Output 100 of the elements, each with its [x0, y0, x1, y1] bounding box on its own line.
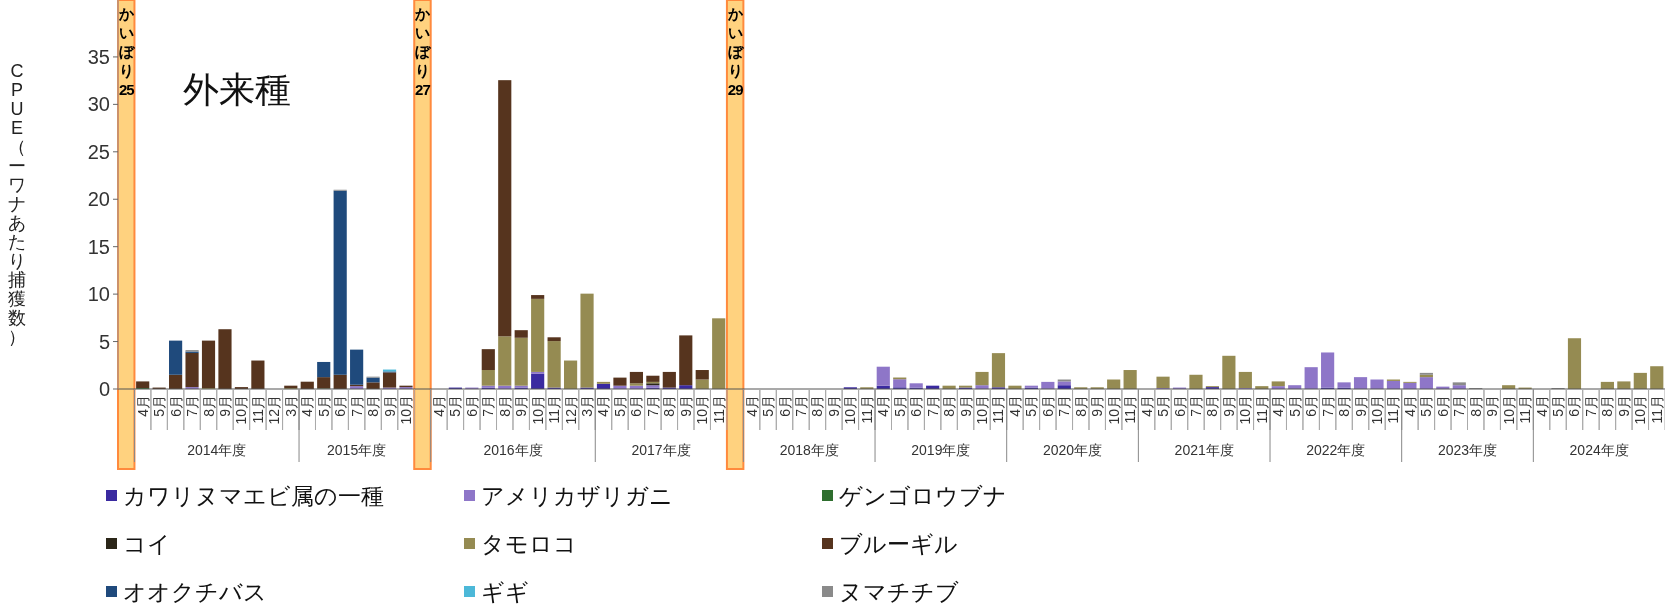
x-tick-label: 8月: [1204, 395, 1221, 417]
x-tick-label: 8月: [1336, 395, 1353, 417]
text: 2016年度: [483, 442, 543, 458]
x-tick-label: 9月: [216, 395, 233, 417]
x-tick-label: 5月: [1286, 395, 1303, 417]
x-tick-label: 11月: [249, 395, 266, 424]
x-tick-label: 8月: [496, 395, 513, 417]
x-tick-label: 9月: [513, 395, 530, 417]
x-tick-label: 7月: [792, 395, 809, 417]
x-tick-label: 8月: [200, 395, 217, 417]
legend-label: オオクチバス: [123, 579, 267, 605]
x-tick-label: 9月: [1352, 395, 1369, 417]
text: 2023年度: [1437, 442, 1498, 458]
legend-label: カワリヌマエビ属の一種: [123, 483, 384, 509]
x-tick-label: 9月: [677, 395, 694, 417]
x-tick-label: かいぼり25: [118, 4, 135, 99]
x-tick-label: 8月: [661, 395, 678, 417]
x-tick-label: 6月: [1303, 395, 1320, 417]
legend-label: ヌマチチブ: [839, 579, 959, 605]
y-tick-label: 25: [87, 140, 110, 163]
x-tick-label: 11月: [546, 395, 563, 424]
y-tick-label: 30: [87, 93, 110, 116]
text: 2019年度: [911, 442, 971, 458]
y-tick-label: 10: [87, 283, 110, 306]
legend-label: コイ: [123, 531, 171, 557]
x-tick-label: 9月: [957, 395, 974, 417]
text: 2024年度: [1569, 442, 1629, 458]
x-tick-label: 8月: [941, 395, 958, 417]
x-tick-label: 4月: [1401, 395, 1418, 417]
legend-label: アメリカザリガニ: [481, 483, 673, 509]
x-tick-label: 10月: [398, 395, 415, 425]
x-tick-label: 10月: [694, 395, 711, 425]
x-tick-label: 9月: [1220, 395, 1237, 417]
x-tick-label: 10月: [233, 395, 250, 425]
x-tick-label: 4月: [1270, 395, 1287, 417]
y-tick-label: 5: [98, 330, 110, 353]
x-tick-label: 9月: [1089, 395, 1106, 417]
x-tick-label: 9月: [1484, 395, 1501, 417]
x-tick-label: 9月: [825, 395, 842, 417]
x-tick-label: 4月: [595, 395, 612, 417]
legend-label: ブルーギル: [839, 531, 958, 557]
x-tick-label: 8月: [365, 395, 382, 417]
x-tick-label: 5月: [315, 395, 332, 417]
x-tick-label: 10月: [842, 395, 859, 425]
y-tick-label: 15: [87, 235, 110, 258]
x-tick-label: 4月: [299, 395, 316, 417]
x-tick-label: 4月: [1533, 395, 1550, 417]
x-tick-label: 11月: [990, 395, 1007, 424]
x-tick-label: 7月: [1187, 395, 1204, 417]
text: 2020年度: [1042, 442, 1103, 458]
x-tick-label: 6月: [628, 395, 645, 417]
text: 2018年度: [779, 442, 839, 458]
x-tick-label: 11月: [1122, 395, 1139, 424]
text: 2021年度: [1174, 442, 1234, 458]
x-tick-label: 7月: [480, 395, 497, 417]
x-tick-label: かいぼり29: [726, 4, 744, 99]
x-tick-label: 6月: [776, 395, 793, 417]
x-tick-label: 5月: [1550, 395, 1567, 417]
x-tick-label: 10月: [1105, 395, 1122, 425]
y-tick-label: 35: [87, 45, 110, 68]
x-tick-label: 10月: [974, 395, 991, 425]
x-tick-label: 3月: [282, 395, 299, 417]
x-tick-label: 4月: [743, 395, 760, 417]
x-tick-label: 8月: [809, 395, 826, 417]
x-tick-label: 5月: [1418, 395, 1435, 417]
x-tick-label: 5月: [891, 395, 908, 417]
x-tick-label: 7月: [924, 395, 941, 417]
x-tick-label: 11月: [1253, 395, 1270, 424]
x-tick-label: 8月: [1599, 395, 1616, 417]
x-tick-label: かいぼり27: [414, 4, 431, 99]
x-tick-label: 6月: [1039, 395, 1056, 417]
x-tick-label: 8月: [1467, 395, 1484, 417]
x-tick-label: 10月: [1237, 395, 1254, 425]
x-tick-label: 4月: [430, 395, 447, 417]
x-tick-label: 5月: [151, 395, 168, 417]
x-tick-label: 11月: [710, 395, 727, 424]
x-tick-label: 7月: [1451, 395, 1468, 417]
x-tick-label: 9月: [381, 395, 398, 417]
legend-label: ギギ: [481, 579, 529, 605]
text: 2015年度: [327, 442, 387, 458]
x-tick-label: 10月: [1632, 395, 1649, 425]
x-tick-label: 7月: [1319, 395, 1336, 417]
x-tick-label: 5月: [611, 395, 628, 417]
x-tick-label: 11月: [1385, 395, 1402, 424]
x-tick-label: 4月: [134, 395, 151, 417]
x-tick-label: 7月: [1056, 395, 1073, 417]
x-tick-label: 4月: [875, 395, 892, 417]
text: 2014年度: [187, 442, 247, 458]
text: 外来種: [183, 69, 291, 110]
x-tick-label: 6月: [908, 395, 925, 417]
x-tick-label: 6月: [332, 395, 349, 417]
y-tick-label: 0: [98, 378, 110, 400]
x-tick-label: 6月: [167, 395, 184, 417]
x-tick-label: 7月: [184, 395, 201, 417]
x-tick-label: 8月: [1072, 395, 1089, 417]
text: 2017年度: [631, 442, 691, 458]
x-tick-label: 12月: [562, 395, 579, 425]
x-tick-label: 5月: [1023, 395, 1040, 417]
x-tick-label: 6月: [1171, 395, 1188, 417]
x-tick-label: 5月: [447, 395, 464, 417]
